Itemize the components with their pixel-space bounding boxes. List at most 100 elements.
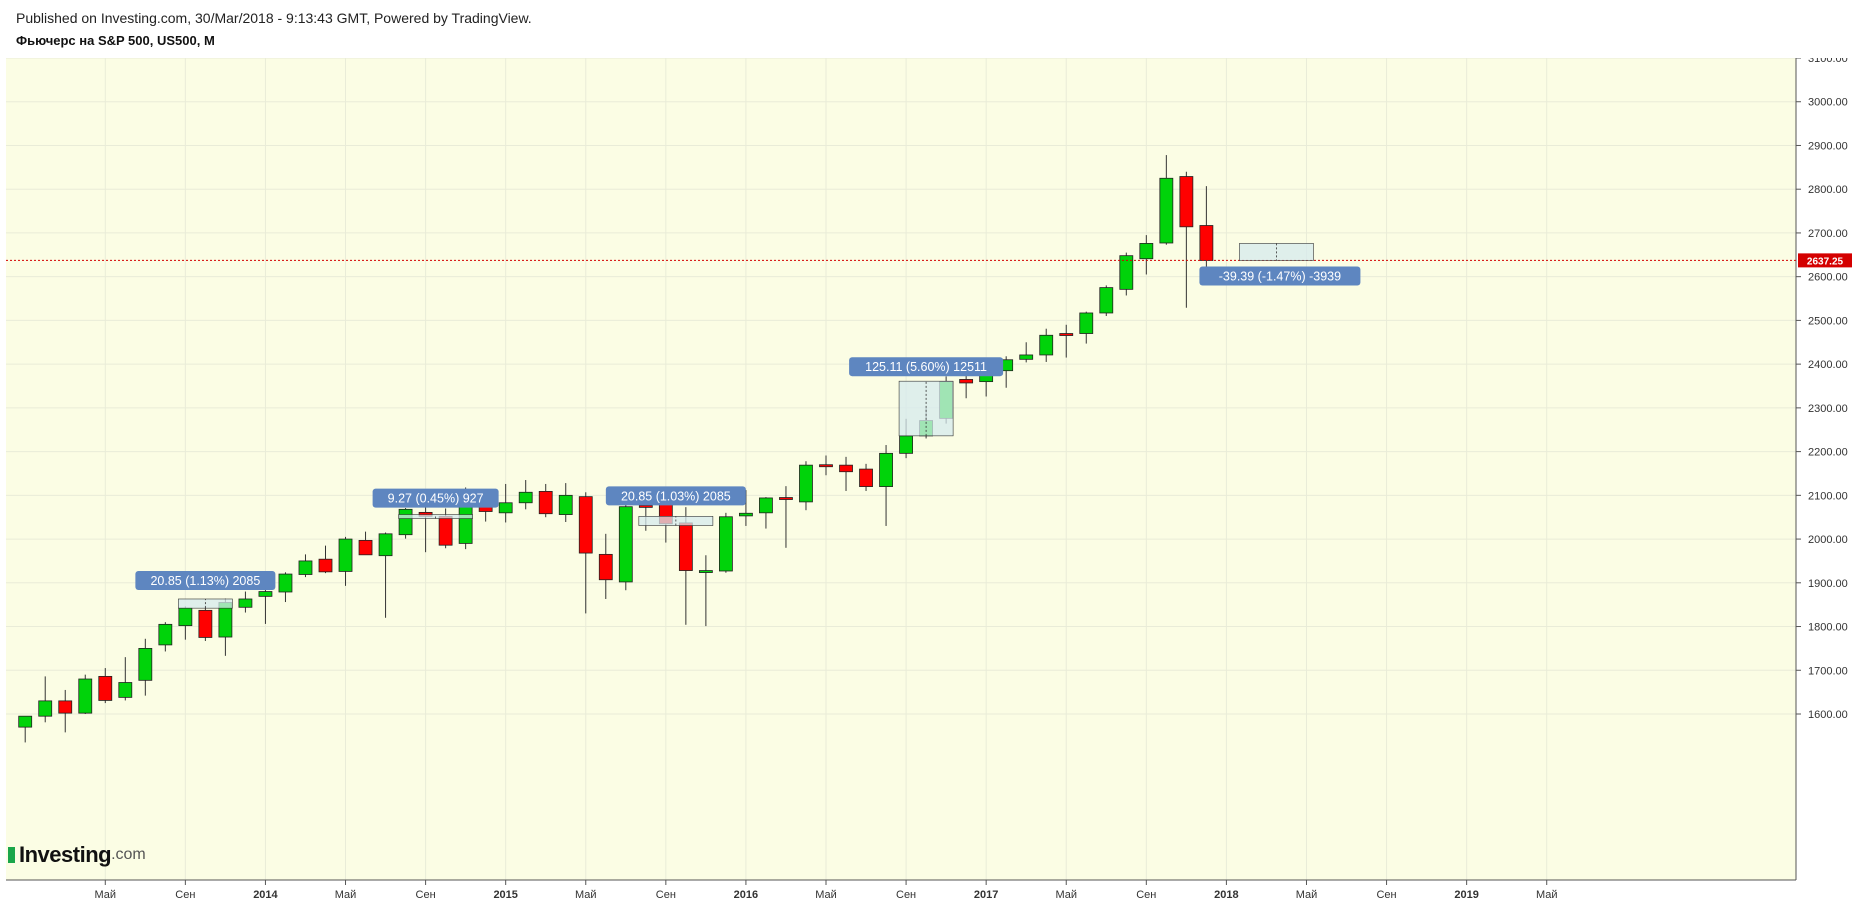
- candle-body-down: [779, 497, 793, 500]
- x-tick-label: Май: [1536, 889, 1558, 901]
- candle-body-up: [378, 533, 393, 557]
- measure-badge: [1199, 266, 1361, 286]
- candle: [719, 512, 733, 573]
- measure-tool[interactable]: 20.85 (1.13%) 2085: [135, 570, 276, 609]
- x-tick-label: Сен: [175, 889, 195, 901]
- candle: [1119, 252, 1134, 296]
- candle: [1059, 324, 1074, 358]
- x-tick-label: Май: [94, 889, 116, 901]
- candle: [698, 555, 713, 627]
- candle-body-up: [38, 700, 53, 717]
- candle: [1039, 328, 1054, 362]
- logo-word: Investing: [19, 842, 112, 867]
- candle: [378, 532, 393, 618]
- x-tick-label: 2014: [253, 889, 278, 901]
- x-tick-label: Май: [575, 889, 597, 901]
- logo-mark-icon: [8, 847, 15, 863]
- chart-header: Published on Investing.com, 30/Mar/2018 …: [0, 0, 1853, 58]
- x-tick-label: Сен: [416, 889, 436, 901]
- candle-body-up: [719, 516, 733, 572]
- candle-body-up: [138, 648, 153, 681]
- candle-body-up: [759, 497, 773, 514]
- candle-body-down: [578, 496, 593, 554]
- candle-body-up: [1119, 255, 1134, 290]
- candle-body-up: [518, 491, 533, 504]
- measure-tool[interactable]: 20.85 (1.03%) 2085: [605, 486, 746, 526]
- logo-domain: .com: [111, 846, 146, 863]
- y-tick-label: 2900.00: [1808, 140, 1848, 152]
- candle: [678, 507, 693, 625]
- candle: [298, 554, 313, 578]
- candle: [278, 572, 293, 603]
- x-tick-label: Сен: [896, 889, 916, 901]
- candle-body-up: [398, 508, 413, 536]
- plot-area[interactable]: [6, 58, 1796, 880]
- candle-body-up: [1039, 334, 1054, 356]
- measure-badge: [605, 486, 746, 506]
- y-tick-label: 2200.00: [1808, 447, 1848, 459]
- investing-logo: Investing.com: [8, 842, 146, 867]
- candle-body-up: [1159, 177, 1174, 244]
- candle: [238, 591, 253, 613]
- candle-body-down: [1199, 225, 1214, 261]
- measure-tool[interactable]: 125.11 (5.60%) 12511: [849, 357, 1004, 437]
- candles: [18, 155, 1214, 743]
- y-tick-label: 2300.00: [1808, 403, 1848, 415]
- candle-body-up: [498, 502, 513, 514]
- y-tick-label: 2700.00: [1808, 228, 1848, 240]
- candle-body-up: [1099, 287, 1114, 314]
- candle-body-down: [358, 539, 373, 556]
- price-label: 2637.25: [1807, 256, 1844, 267]
- candle-body-up: [799, 464, 813, 503]
- y-tick-label: 2000.00: [1808, 534, 1848, 546]
- grid-lines: [6, 57, 1796, 880]
- y-tick-label: 1700.00: [1808, 665, 1848, 677]
- x-tick-label: Сен: [1136, 889, 1156, 901]
- candle: [799, 461, 813, 511]
- measure-tool[interactable]: 9.27 (0.45%) 927: [372, 488, 499, 519]
- candle: [398, 508, 413, 539]
- candle-body-up: [78, 678, 93, 714]
- candle-body-down: [839, 464, 853, 473]
- candle: [38, 676, 53, 723]
- candle-body-up: [178, 607, 193, 627]
- candle: [538, 483, 553, 518]
- candle-body-up: [1079, 312, 1094, 334]
- candle-body-down: [959, 379, 974, 384]
- x-tick-label: Май: [1296, 889, 1318, 901]
- candle-body-down: [819, 464, 833, 468]
- chart-area[interactable]: Май Сен 2014 Май Сен 2015 Май Сен 2016 Май Сен 2017…: [0, 53, 1853, 904]
- candle-body-down: [678, 522, 693, 571]
- candle: [598, 533, 613, 599]
- candle-body-down: [58, 700, 73, 714]
- candle: [58, 689, 73, 733]
- candle: [118, 657, 133, 701]
- candle: [839, 456, 853, 491]
- x-tick-label: 2015: [493, 889, 517, 901]
- x-tick-label: Май: [335, 889, 357, 901]
- candle: [759, 497, 773, 529]
- candle-body-up: [278, 573, 293, 593]
- x-tick-label: 2016: [734, 889, 758, 901]
- candle: [338, 536, 353, 586]
- y-tick-label: 2500.00: [1808, 315, 1848, 327]
- measure-tool[interactable]: -39.39 (-1.47%) -3939: [1199, 243, 1361, 286]
- candle: [558, 483, 573, 523]
- chart-title: Фьючерс на S&P 500, US500, M: [16, 33, 215, 48]
- candle-body-up: [739, 512, 753, 517]
- y-tick-label: 3000.00: [1808, 97, 1848, 109]
- candle: [1159, 155, 1174, 245]
- candlestick-chart[interactable]: Май Сен 2014 Май Сен 2015 Май Сен 2016 Май Сен 2017…: [0, 53, 1853, 904]
- candle-body-up: [698, 570, 713, 573]
- candle: [178, 606, 193, 640]
- x-tick-label: Сен: [656, 889, 676, 901]
- candle-body-up: [258, 591, 273, 597]
- candle-body-up: [1019, 354, 1034, 360]
- candle-body-up: [18, 715, 33, 728]
- measure-label: 20.85 (1.13%) 2085: [150, 574, 260, 588]
- published-note: Published on Investing.com, 30/Mar/2018 …: [16, 10, 532, 26]
- x-tick-label: 2018: [1214, 889, 1238, 901]
- candle: [1179, 171, 1194, 308]
- measure-annotations[interactable]: 20.85 (1.13%) 2085 9.27 (0.45%) 927 20.85 …: [135, 243, 1361, 609]
- y-tick-label: 2400.00: [1808, 359, 1848, 371]
